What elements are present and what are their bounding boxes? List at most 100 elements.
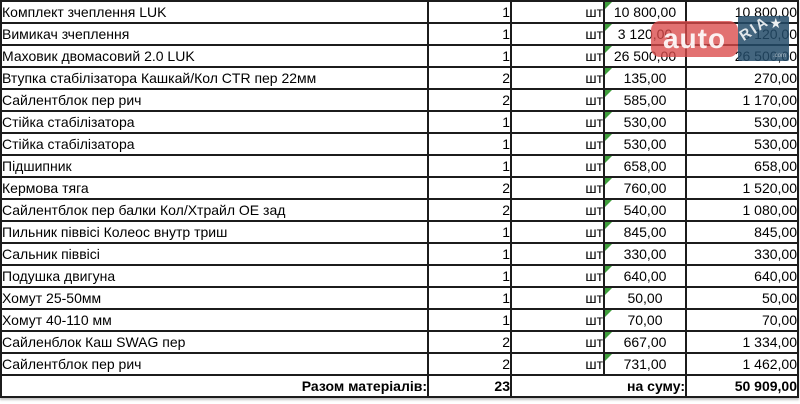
item-name-cell: Стійка стабілізатора xyxy=(0,110,429,134)
item-unit-cell: шт xyxy=(510,22,605,46)
item-unit-cell: шт xyxy=(510,330,605,354)
table-row: Вимикач зчеплення 1 шт 3 120,00 3 120,00 xyxy=(0,22,799,46)
item-total-cell: 1 170,00 xyxy=(685,88,799,112)
totals-row: Разом матеріалів: 23 на суму: 50 909,00 xyxy=(0,374,799,398)
item-price-cell: 667,00 xyxy=(603,330,687,354)
item-name-cell: Підшипник xyxy=(0,154,429,178)
item-unit-cell: шт xyxy=(510,110,605,134)
item-price-cell: 658,00 xyxy=(603,154,687,178)
item-total-cell: 640,00 xyxy=(685,264,799,288)
table-row: Підшипник 1 шт 658,00 658,00 xyxy=(0,154,799,178)
item-price-cell: 640,00 xyxy=(603,264,687,288)
item-total-cell: 1 334,00 xyxy=(685,330,799,354)
table-row: Сайлентблок пер рич 2 шт 731,00 1 462,00 xyxy=(0,352,799,376)
item-qty-cell: 2 xyxy=(427,66,512,90)
item-unit-cell: шт xyxy=(510,176,605,200)
item-qty-cell: 1 xyxy=(427,264,512,288)
item-unit-cell: шт xyxy=(510,88,605,112)
item-unit-cell: шт xyxy=(510,198,605,222)
table-row: Втупка стабілізатора Кашкай/Кол CTR пер … xyxy=(0,66,799,90)
item-qty-cell: 1 xyxy=(427,286,512,310)
item-qty-cell: 1 xyxy=(427,0,512,24)
item-qty-cell: 1 xyxy=(427,110,512,134)
table-row: Сайленблок Каш SWAG пер 2 шт 667,00 1 33… xyxy=(0,330,799,354)
item-unit-cell: шт xyxy=(510,352,605,376)
item-total-cell: 3 120,00 xyxy=(685,22,799,46)
item-price-cell: 530,00 xyxy=(603,132,687,156)
table-row: Сайлентблок пер рич 2 шт 585,00 1 170,00 xyxy=(0,88,799,112)
item-name-cell: Сайлентблок пер балки Кол/Хтрайл ОЕ зад xyxy=(0,198,429,222)
item-name-cell: Комплект зчеплення LUK xyxy=(0,0,429,24)
totals-sum-cell: 50 909,00 xyxy=(685,374,799,398)
item-total-cell: 1 462,00 xyxy=(685,352,799,376)
item-qty-cell: 2 xyxy=(427,330,512,354)
item-qty-cell: 1 xyxy=(427,242,512,266)
totals-label-cell: Разом матеріалів: xyxy=(0,374,429,398)
item-qty-cell: 2 xyxy=(427,176,512,200)
item-name-cell: Втупка стабілізатора Кашкай/Кол CTR пер … xyxy=(0,66,429,90)
item-total-cell: 1 520,00 xyxy=(685,176,799,200)
item-price-cell: 26 500,00 xyxy=(603,44,687,68)
item-total-cell: 10 800,00 xyxy=(685,0,799,24)
item-qty-cell: 2 xyxy=(427,352,512,376)
item-qty-cell: 2 xyxy=(427,198,512,222)
table-row: Сайлентблок пер балки Кол/Хтрайл ОЕ зад … xyxy=(0,198,799,222)
table-row: Стійка стабілізатора 1 шт 530,00 530,00 xyxy=(0,110,799,134)
item-total-cell: 530,00 xyxy=(685,110,799,134)
item-name-cell: Пильник піввісі Колеос внутр триш xyxy=(0,220,429,244)
item-unit-cell: шт xyxy=(510,0,605,24)
item-price-cell: 845,00 xyxy=(603,220,687,244)
item-price-cell: 540,00 xyxy=(603,198,687,222)
item-unit-cell: шт xyxy=(510,308,605,332)
item-unit-cell: шт xyxy=(510,286,605,310)
table-row: Подушка двигуна 1 шт 640,00 640,00 xyxy=(0,264,799,288)
item-name-cell: Подушка двигуна xyxy=(0,264,429,288)
table-row: Кермова тяга 2 шт 760,00 1 520,00 xyxy=(0,176,799,200)
sum-label-cell: на суму: xyxy=(510,374,687,398)
table-row: Стійка стабілізатора 1 шт 530,00 530,00 xyxy=(0,132,799,156)
table-row: Сальник піввісі 1 шт 330,00 330,00 xyxy=(0,242,799,266)
item-price-cell: 3 120,00 xyxy=(603,22,687,46)
item-unit-cell: шт xyxy=(510,242,605,266)
item-name-cell: Сайлентблок пер рич xyxy=(0,88,429,112)
item-qty-cell: 1 xyxy=(427,22,512,46)
table-row: Пильник піввісі Колеос внутр триш 1 шт 8… xyxy=(0,220,799,244)
item-unit-cell: шт xyxy=(510,66,605,90)
item-price-cell: 50,00 xyxy=(603,286,687,310)
item-name-cell: Маховик двомасовий 2.0 LUK xyxy=(0,44,429,68)
table-row: Хомут 40-110 мм 1 шт 70,00 70,00 xyxy=(0,308,799,332)
item-total-cell: 26 500,00 xyxy=(685,44,799,68)
item-price-cell: 731,00 xyxy=(603,352,687,376)
item-total-cell: 330,00 xyxy=(685,242,799,266)
item-unit-cell: шт xyxy=(510,220,605,244)
table-row: Маховик двомасовий 2.0 LUK 1 шт 26 500,0… xyxy=(0,44,799,68)
item-qty-cell: 1 xyxy=(427,154,512,178)
item-qty-cell: 2 xyxy=(427,88,512,112)
item-name-cell: Хомут 25-50мм xyxy=(0,286,429,310)
item-qty-cell: 1 xyxy=(427,44,512,68)
item-name-cell: Хомут 40-110 мм xyxy=(0,308,429,332)
item-total-cell: 530,00 xyxy=(685,132,799,156)
item-price-cell: 760,00 xyxy=(603,176,687,200)
item-price-cell: 10 800,00 xyxy=(603,0,687,24)
item-total-cell: 1 080,00 xyxy=(685,198,799,222)
item-total-cell: 50,00 xyxy=(685,286,799,310)
item-qty-cell: 1 xyxy=(427,220,512,244)
item-price-cell: 585,00 xyxy=(603,88,687,112)
item-total-cell: 658,00 xyxy=(685,154,799,178)
item-name-cell: Сайленблок Каш SWAG пер xyxy=(0,330,429,354)
totals-qty-cell: 23 xyxy=(427,374,512,398)
item-price-cell: 135,00 xyxy=(603,66,687,90)
item-name-cell: Стійка стабілізатора xyxy=(0,132,429,156)
item-total-cell: 70,00 xyxy=(685,308,799,332)
table-row: Комплект зчеплення LUK 1 шт 10 800,00 10… xyxy=(0,0,799,24)
table-row: Хомут 25-50мм 1 шт 50,00 50,00 xyxy=(0,286,799,310)
item-unit-cell: шт xyxy=(510,44,605,68)
item-name-cell: Сайлентблок пер рич xyxy=(0,352,429,376)
item-price-cell: 70,00 xyxy=(603,308,687,332)
item-unit-cell: шт xyxy=(510,154,605,178)
item-name-cell: Вимикач зчеплення xyxy=(0,22,429,46)
item-qty-cell: 1 xyxy=(427,308,512,332)
item-total-cell: 845,00 xyxy=(685,220,799,244)
